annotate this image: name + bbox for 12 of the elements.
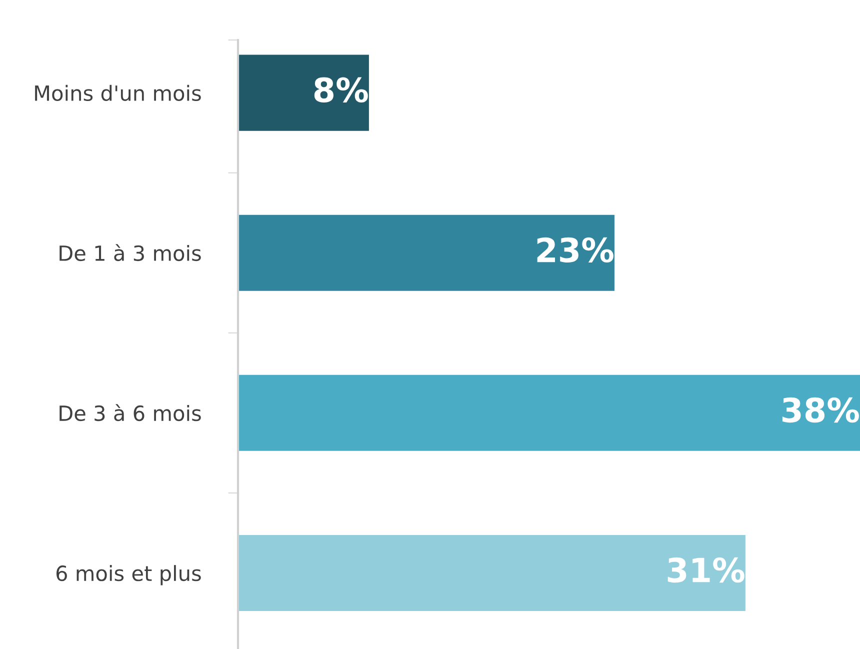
bar xyxy=(238,214,614,291)
data-label: 23% xyxy=(537,237,614,263)
y-tick-label: Moins d'un mois xyxy=(35,84,201,102)
data-label: 8% xyxy=(314,77,368,102)
data-label: 38% xyxy=(782,397,859,423)
bar xyxy=(238,374,860,451)
y-tick-label: De 1 à 3 mois xyxy=(60,244,201,262)
bar xyxy=(238,54,369,131)
data-label: 31% xyxy=(668,557,744,583)
bar xyxy=(238,534,746,611)
y-tick-label: 6 mois et plus xyxy=(56,565,201,586)
y-tick-label: De 3 à 6 mois xyxy=(60,404,201,422)
